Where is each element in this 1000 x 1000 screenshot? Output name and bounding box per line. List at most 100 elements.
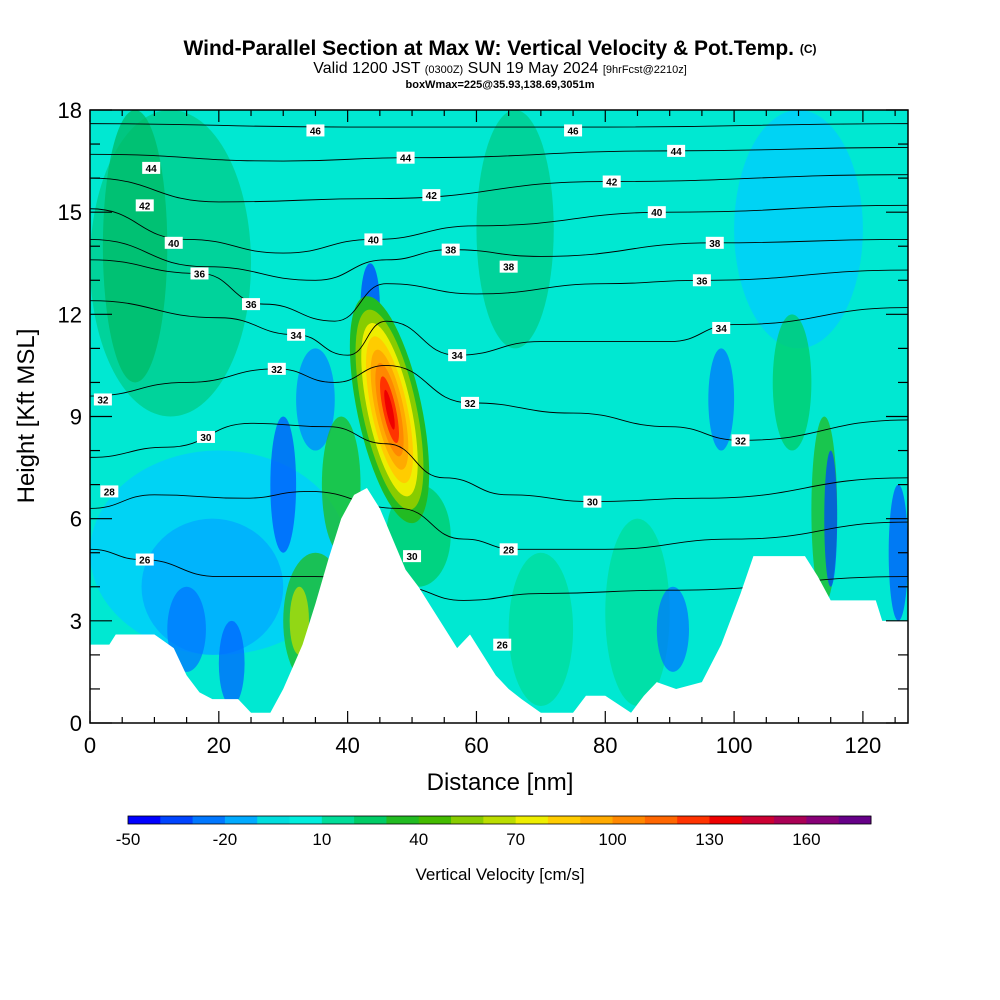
velocity-region — [605, 518, 670, 706]
x-tick-label: 20 — [207, 733, 231, 758]
colorbar-swatch — [160, 816, 194, 824]
theta-label-box — [731, 434, 750, 447]
theta-label-box — [135, 199, 154, 212]
theta-label: 36 — [696, 276, 708, 287]
theta-label-box — [135, 553, 154, 566]
theta-label: 44 — [400, 154, 412, 165]
title-main: Wind-Parallel Section at Max W: Vertical… — [183, 37, 794, 60]
theta-label-box — [499, 260, 518, 273]
theta-label: 36 — [194, 269, 206, 280]
theta-contour-28 — [90, 490, 908, 550]
y-tick-label: 0 — [70, 711, 82, 736]
colorbar-swatch — [128, 816, 161, 824]
theta-label-box — [461, 396, 480, 409]
velocity-region — [656, 586, 690, 672]
x-tick-label: 40 — [335, 733, 359, 758]
theta-label: 42 — [606, 178, 618, 189]
theta-label-box — [493, 638, 512, 651]
theta-label: 44 — [146, 164, 158, 175]
colorbar-swatch — [257, 816, 291, 824]
theta-label: 40 — [368, 235, 380, 246]
velocity-region — [102, 110, 168, 383]
theta-label-box — [422, 189, 441, 202]
chart-title: Wind-Parallel Section at Max W: Vertical… — [0, 38, 1000, 60]
colorbar-swatch — [580, 816, 614, 824]
colorbar-swatch — [709, 816, 743, 824]
theta-label: 32 — [464, 399, 476, 410]
y-tick-label: 18 — [58, 98, 82, 123]
theta-label-box — [196, 430, 215, 443]
theta-label: 40 — [168, 239, 180, 250]
colorbar-swatch — [677, 816, 710, 824]
x-tick-label: 100 — [716, 733, 753, 758]
x-tick-label: 60 — [464, 733, 488, 758]
colorbar-swatch — [386, 816, 420, 824]
theta-label: 30 — [587, 498, 599, 509]
velocity-region — [708, 348, 735, 451]
valid-date: SUN 19 May 2024 — [467, 60, 599, 77]
colorbar-swatch — [806, 816, 840, 824]
theta-contour-26 — [90, 548, 908, 601]
theta-label-box — [287, 328, 306, 341]
theta-label: 40 — [651, 208, 663, 219]
theta-label-box — [93, 393, 112, 406]
colorbar: -50 -20 10 40 70 100 130 160 — [116, 815, 872, 849]
theta-label: 32 — [97, 395, 109, 406]
velocity-region — [289, 586, 309, 655]
velocity-region — [296, 348, 335, 451]
theta-label: 44 — [671, 147, 683, 158]
theta-label-box — [267, 362, 286, 375]
colorbar-tick-label: 160 — [792, 830, 820, 849]
theta-label-box — [448, 349, 467, 362]
theta-label: 42 — [139, 201, 151, 212]
velocity-region — [824, 450, 838, 587]
forecast-info: [9hrFcst@2210z] — [602, 64, 687, 76]
theta-label-box — [564, 124, 583, 137]
velocity-region — [141, 518, 284, 655]
theta-label-box — [583, 495, 602, 508]
theta-label: 46 — [310, 126, 322, 137]
theta-contour-40 — [90, 204, 908, 254]
theta-label-box — [499, 543, 518, 556]
theta-label: 46 — [568, 126, 580, 137]
y-tick-label: 15 — [58, 200, 82, 225]
colorbar-frame — [127, 815, 872, 825]
colorbar-tick-label: 130 — [695, 830, 723, 849]
theta-label-box — [100, 485, 119, 498]
theta-label-box — [142, 161, 161, 174]
theta-label: 42 — [426, 191, 438, 202]
updraft-core-band — [384, 389, 395, 430]
theta-label-box — [712, 321, 731, 334]
theta-label-box — [403, 550, 422, 563]
theta-label-box — [306, 124, 325, 137]
valid-zulu: (0300Z) — [424, 64, 464, 76]
colorbar-swatch — [483, 816, 517, 824]
theta-label-box — [692, 274, 711, 287]
velocity-region — [508, 552, 574, 706]
chart-titles: Wind-Parallel Section at Max W: Vertical… — [0, 38, 1000, 92]
velocity-region — [270, 416, 297, 553]
terrain-mask — [90, 488, 908, 723]
theta-label-box — [705, 236, 724, 249]
colorbar-swatch — [354, 816, 387, 824]
theta-contours — [90, 123, 908, 601]
colorbar-swatch — [547, 816, 581, 824]
theta-label: 34 — [291, 331, 303, 342]
velocity-region — [218, 620, 245, 706]
theta-label: 38 — [709, 239, 721, 250]
colorbar-tick-label: 40 — [409, 830, 428, 849]
y-tick-label: 3 — [70, 609, 82, 634]
y-tick-label: 12 — [58, 302, 82, 327]
theta-contour-44 — [90, 147, 908, 162]
colorbar-swatch — [224, 816, 258, 824]
colorbar-tick-label: -20 — [213, 830, 238, 849]
theta-label: 26 — [139, 556, 151, 567]
theta-contour-labels: 46 46 44 44 44 42 42 42 40 40 40 38 38 38 36 36 36 34 34 34… — [93, 124, 750, 652]
theta-label-box — [602, 175, 621, 188]
x-tick-label: 120 — [845, 733, 882, 758]
theta-label: 32 — [735, 436, 747, 447]
x-axis-label: Distance [nm] — [427, 769, 574, 796]
colorbar-swatch — [741, 816, 775, 824]
y-tick-label: 6 — [70, 507, 82, 532]
